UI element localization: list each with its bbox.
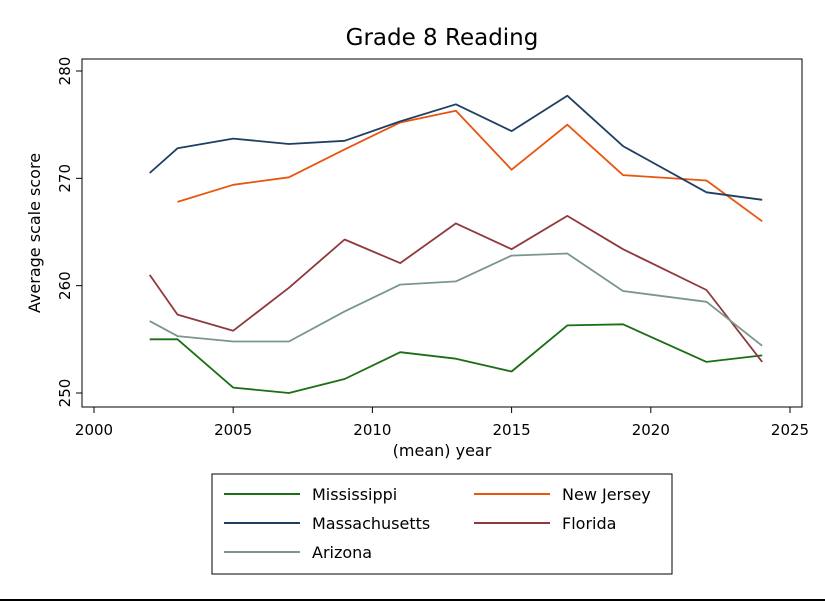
series-line-new-jersey <box>177 109 763 223</box>
x-tick-label: 2005 <box>214 421 252 439</box>
x-tick-label: 2000 <box>75 421 113 439</box>
y-tick-label: 280 <box>56 57 74 86</box>
legend-label: Arizona <box>312 543 372 562</box>
x-tick-label: 2025 <box>771 421 809 439</box>
x-tick-label: 2015 <box>493 421 531 439</box>
series-line-mississippi <box>149 323 763 394</box>
y-tick-label: 250 <box>56 379 74 408</box>
x-axis: 2000 2005 2010 2015 2020 2025 <box>75 407 809 439</box>
y-axis-title: Average scale score <box>25 153 44 313</box>
legend-label: New Jersey <box>562 485 651 504</box>
series-line-arizona <box>149 252 763 347</box>
legend-label: Florida <box>562 514 616 533</box>
x-tick-label: 2010 <box>353 421 391 439</box>
series-layer <box>148 94 763 394</box>
y-tick-label: 260 <box>56 271 74 300</box>
series-line-massachusetts <box>149 94 763 201</box>
plot-frame <box>81 58 803 408</box>
chart-title: Grade 8 Reading <box>346 25 539 51</box>
series-line-florida <box>148 214 763 363</box>
legend-label: Mississippi <box>312 485 397 504</box>
y-tick-label: 270 <box>56 164 74 193</box>
legend: Mississippi New Jersey Massachusetts Florid… <box>224 485 651 562</box>
y-axis: 250 260 270 280 <box>56 57 82 408</box>
x-axis-title: (mean) year <box>393 441 492 460</box>
legend-label: Massachusetts <box>312 514 430 533</box>
x-tick-label: 2020 <box>632 421 670 439</box>
